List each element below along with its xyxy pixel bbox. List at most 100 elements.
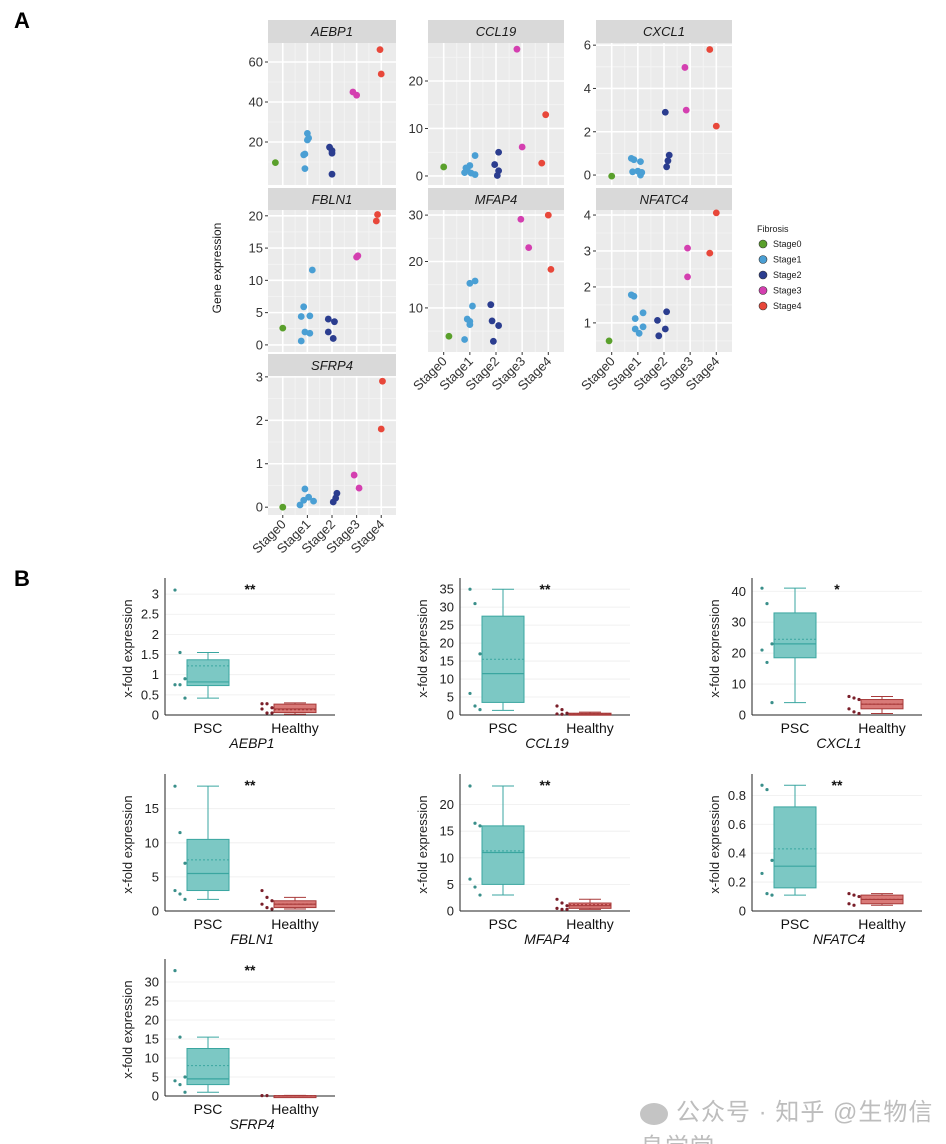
point-stage2 (487, 301, 495, 309)
box-psc (173, 969, 230, 1094)
y-tick-label: 6 (584, 38, 591, 53)
facet-strip (268, 188, 396, 210)
point-stage2 (328, 149, 336, 157)
y-tick-label: 0.4 (728, 846, 746, 861)
point-stage1 (631, 315, 639, 322)
point-stage2 (664, 157, 672, 165)
y-tick-label: 2 (152, 627, 159, 642)
data-point (852, 710, 856, 714)
legend-label: Stage4 (773, 301, 802, 311)
boxplot-nfatc4: 0 0.2 0.4 0.6 0.8 x-fold expression PSC Healthy… (707, 774, 922, 947)
data-point (473, 704, 477, 708)
y-tick-label: 15 (145, 801, 159, 816)
y-tick-label: 10 (732, 677, 746, 692)
y-axis-label: x-fold expression (707, 599, 722, 697)
data-point (857, 711, 861, 716)
legend: Fibrosis Stage0 Stage1 Stage2 Stage3 Stage4 (757, 224, 802, 311)
y-axis-label: x-fold expression (120, 980, 135, 1078)
x-tick-label: Healthy (566, 916, 613, 932)
point-stage2 (495, 148, 503, 156)
y-tick-label: 20 (249, 135, 263, 150)
wechat-icon (640, 1102, 668, 1125)
point-stage2 (324, 328, 332, 336)
point-stage1 (637, 171, 644, 179)
facet-cxcl1: CXCL1 0 2 4 6 (584, 20, 732, 185)
y-tick-label: 2 (256, 413, 263, 428)
significance-stars: ** (245, 581, 256, 597)
boxplot-ccl19: 0 5 10 15 20 25 30 35 x-fold expression PSC Health… (415, 578, 630, 751)
y-tick-label: 4 (584, 81, 591, 96)
x-tick-label: Healthy (271, 1101, 318, 1117)
gene-label: MFAP4 (524, 931, 570, 947)
box-psc (760, 586, 817, 705)
y-tick-label: 5 (152, 1070, 159, 1085)
point-stage2 (663, 163, 671, 171)
y-tick-label: 20 (409, 73, 423, 88)
y-tick-label: 15 (440, 824, 454, 839)
y-tick-label: 2 (584, 279, 591, 294)
y-tick-label: 3 (584, 243, 591, 258)
y-tick-label: 0 (739, 904, 746, 919)
data-point (260, 702, 264, 706)
y-tick-label: 20 (409, 254, 423, 269)
y-tick-label: 0 (152, 708, 159, 723)
data-point (852, 696, 856, 700)
facet-strip (268, 354, 396, 376)
point-stage1 (466, 279, 474, 287)
point-stage3 (684, 273, 691, 281)
boxplot-fbln1: 0 5 10 15 x-fold expression PSC Healthy ** FBLN1 (120, 774, 335, 947)
facet-title: MFAP4 (475, 192, 517, 207)
facet-title: SFRP4 (311, 358, 353, 373)
box-psc (173, 784, 230, 902)
y-tick-label: 0 (256, 500, 263, 515)
point-stage1 (310, 497, 317, 505)
data-point (183, 1090, 187, 1094)
point-stage4 (544, 211, 552, 219)
y-tick-label: 30 (732, 615, 746, 630)
significance-stars: ** (832, 777, 843, 793)
panel-label-b: B (14, 566, 30, 591)
data-point (473, 821, 477, 825)
boxplot-sfrp4: 0 5 10 15 20 25 30 x-fold expression PSC Healthy *… (120, 959, 335, 1132)
point-stage1 (637, 158, 644, 166)
x-tick-label: PSC (781, 916, 810, 932)
point-stage3 (525, 244, 533, 251)
data-point (765, 892, 769, 896)
point-stage3 (684, 244, 691, 252)
data-point (178, 683, 182, 687)
point-stage4 (372, 217, 380, 225)
point-stage2 (654, 316, 661, 324)
y-tick-label: 10 (145, 835, 159, 850)
data-point (770, 642, 774, 646)
data-point (478, 893, 482, 897)
data-point (847, 707, 851, 711)
y-tick-label: 2.5 (141, 607, 159, 622)
legend-swatch-stage4 (758, 301, 768, 311)
point-stage0 (279, 503, 287, 511)
data-point (847, 902, 851, 906)
x-tick-label: Healthy (858, 916, 905, 932)
box-psc (760, 783, 817, 897)
x-tick-label: PSC (489, 720, 518, 736)
point-stage3 (513, 45, 521, 53)
point-stage4 (374, 211, 381, 218)
point-stage1 (296, 501, 304, 509)
significance-stars: ** (540, 777, 551, 793)
x-tick-label: Healthy (271, 916, 318, 932)
data-point (270, 899, 274, 903)
y-tick-label: 0 (584, 168, 591, 183)
data-point (847, 694, 851, 699)
point-stage2 (324, 315, 332, 323)
significance-stars: * (834, 581, 840, 597)
data-point (468, 587, 472, 591)
point-stage3 (517, 215, 525, 223)
point-stage4 (376, 46, 384, 53)
data-point (265, 711, 269, 715)
data-point (468, 784, 472, 788)
y-tick-label: 2 (584, 124, 591, 139)
y-tick-label: 35 (440, 582, 454, 597)
point-stage4 (377, 425, 385, 433)
data-point (183, 677, 187, 681)
